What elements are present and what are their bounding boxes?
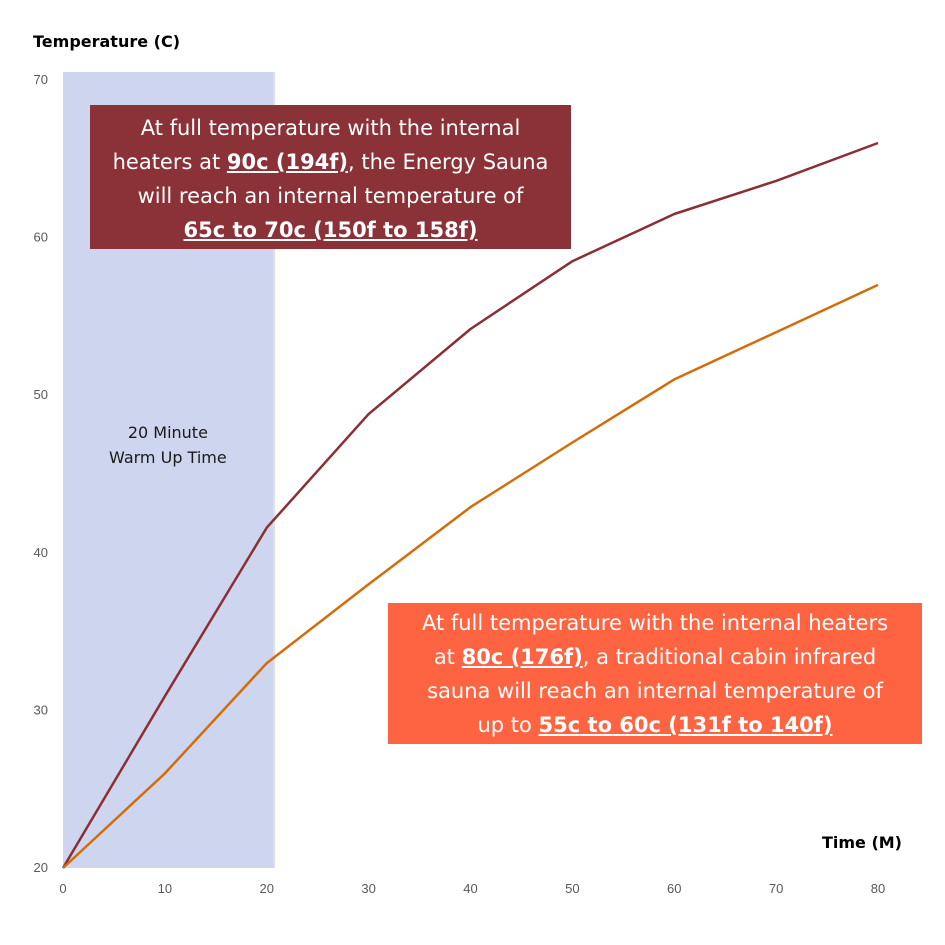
warm-up-label-line2: Warm Up Time bbox=[109, 448, 227, 467]
y-axis-title: Temperature (C) bbox=[33, 32, 180, 51]
x-tick-label: 70 bbox=[769, 881, 783, 896]
energy-internal-temp: 65c to 70c (150f to 158f) bbox=[183, 218, 478, 242]
y-axis-ticks: 20 30 40 50 60 70 bbox=[34, 72, 48, 875]
x-axis-ticks: 0 10 20 30 40 50 60 70 80 bbox=[59, 881, 885, 896]
energy-callout-line3: will reach an internal temperature of bbox=[137, 184, 524, 208]
x-tick-label: 30 bbox=[361, 881, 375, 896]
series-line-1 bbox=[61, 141, 879, 869]
energy-heater-temp: 90c (194f) bbox=[226, 150, 349, 174]
x-tick-label: 10 bbox=[158, 881, 172, 896]
y-tick-label: 60 bbox=[34, 230, 48, 245]
x-tick-label: 80 bbox=[871, 881, 885, 896]
traditional-callout-line1: At full temperature with the internal he… bbox=[421, 611, 889, 635]
x-tick-label: 50 bbox=[565, 881, 579, 896]
x-tick-label: 0 bbox=[59, 881, 66, 896]
y-tick-label: 30 bbox=[34, 702, 48, 717]
warm-up-label-line1: 20 Minute bbox=[128, 423, 208, 442]
y-tick-label: 20 bbox=[34, 860, 48, 875]
x-axis-title: Time (M) bbox=[822, 833, 902, 852]
energy-callout-line1: At full temperature with the internal bbox=[140, 116, 521, 140]
traditional-sauna-callout: At full temperature with the internal he… bbox=[388, 603, 922, 744]
energy-sauna-callout: At full temperature with the internal he… bbox=[90, 105, 571, 249]
y-tick-label: 70 bbox=[34, 72, 48, 87]
x-tick-label: 40 bbox=[463, 881, 477, 896]
energy-callout-line2-end: , the Energy Sauna bbox=[348, 150, 549, 174]
traditional-callout-line2-end: , a traditional cabin infrared bbox=[582, 645, 877, 669]
traditional-callout-line4-start: up to bbox=[477, 713, 539, 737]
energy-callout-line2-start: heaters at bbox=[112, 150, 227, 174]
y-tick-label: 40 bbox=[34, 545, 48, 560]
series-line-2 bbox=[62, 283, 879, 869]
traditional-internal-temp: 55c to 60c (131f to 140f) bbox=[538, 713, 833, 737]
traditional-heater-temp: 80c (176f) bbox=[461, 645, 583, 669]
x-tick-label: 60 bbox=[667, 881, 681, 896]
series-group bbox=[61, 141, 879, 869]
traditional-callout-line2-start: at bbox=[433, 645, 462, 669]
traditional-callout-line3: sauna will reach an internal temperature… bbox=[427, 679, 883, 703]
x-tick-label: 20 bbox=[260, 881, 274, 896]
y-tick-label: 50 bbox=[34, 387, 48, 402]
